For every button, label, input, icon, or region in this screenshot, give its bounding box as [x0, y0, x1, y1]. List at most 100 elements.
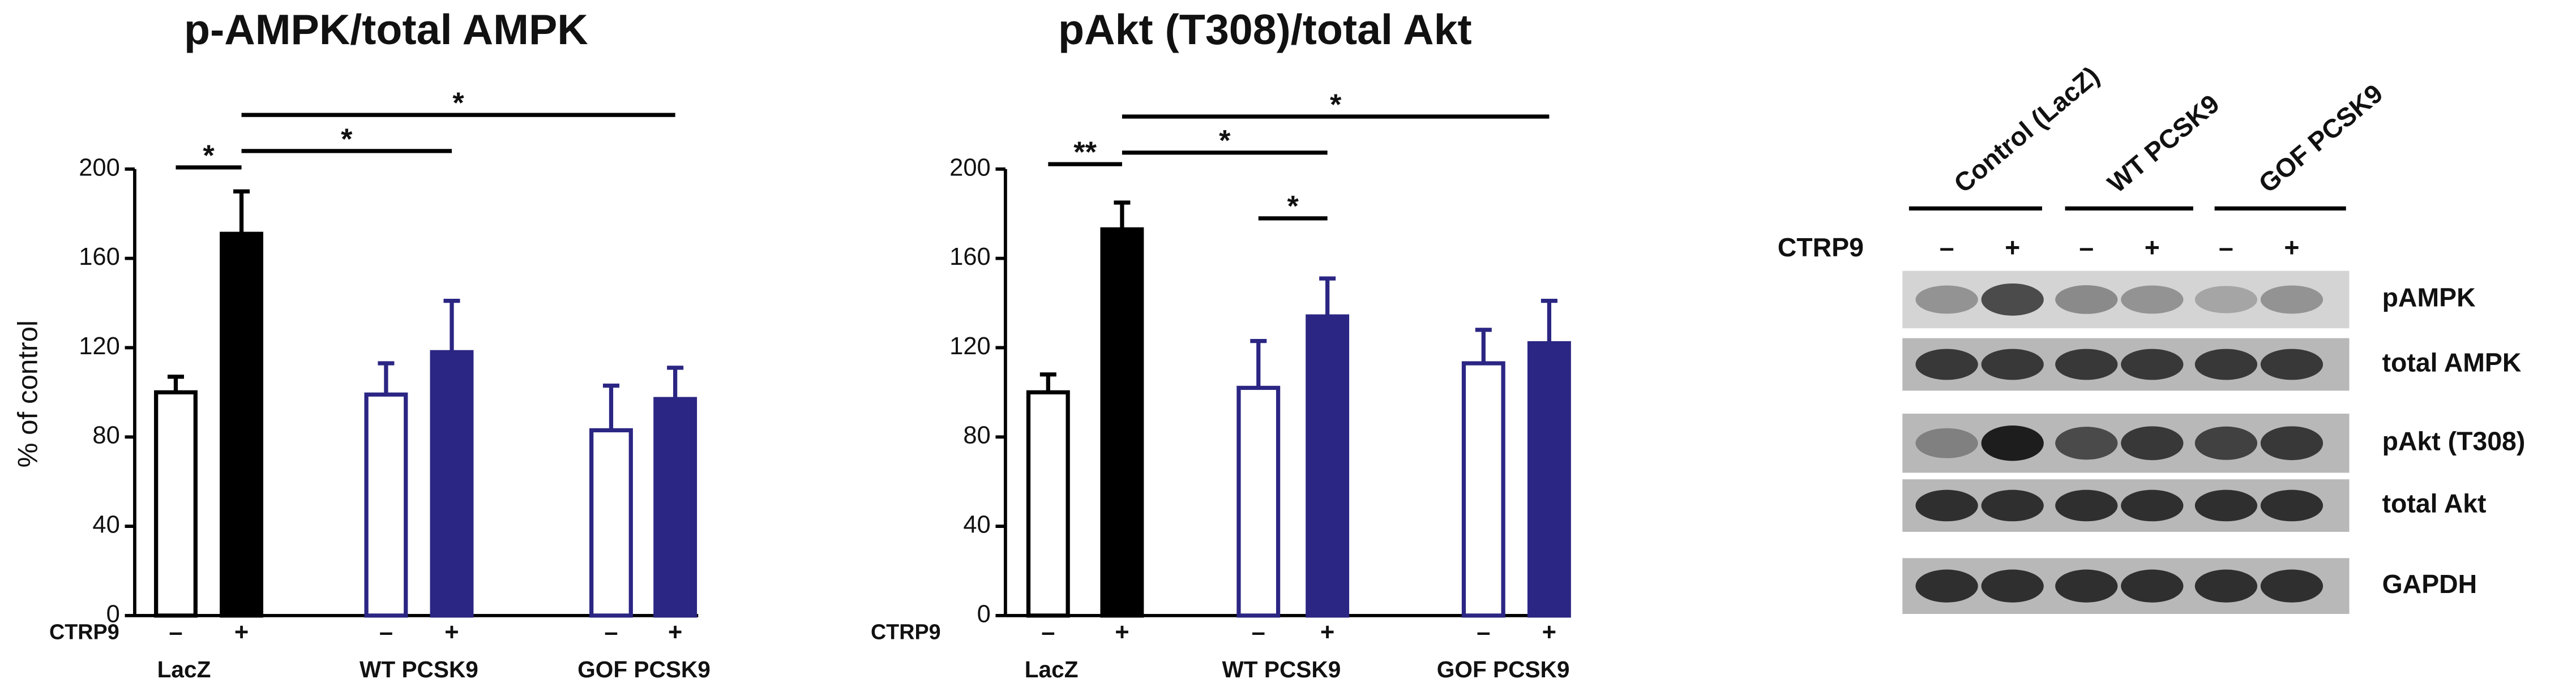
blot-group-label: Control (LacZ) [1948, 61, 2104, 199]
group-label: GOF PCSK9 [1437, 656, 1570, 682]
bar [154, 390, 198, 618]
x-tick-label: – [379, 618, 393, 646]
y-tick-label: 160 [79, 243, 120, 270]
y-tick-label: 200 [949, 154, 991, 181]
y-tick-label: 80 [92, 422, 119, 449]
significance-label: * [341, 123, 353, 156]
x-tick-label: – [169, 618, 182, 646]
blot-band [2260, 285, 2323, 314]
lane-label: + [2284, 233, 2299, 262]
blot-band [1915, 285, 1978, 314]
blot-band [2055, 569, 2118, 603]
bar [364, 392, 408, 618]
lane-label: + [2145, 233, 2160, 262]
blot-band [2121, 285, 2184, 314]
chart-title: p-AMPK/total AMPK [184, 6, 588, 53]
group-label: WT PCSK9 [1222, 656, 1341, 682]
blot-band [1981, 426, 2044, 461]
blot-row-label: pAMPK [2382, 283, 2476, 312]
blot-band [1915, 428, 1978, 458]
bar [1026, 390, 1070, 618]
y-tick-label: 120 [949, 333, 991, 360]
blot-band [1915, 569, 1978, 603]
blot-band [2260, 489, 2323, 522]
significance-label: * [1330, 88, 1342, 121]
group-label: WT PCSK9 [360, 656, 478, 682]
bar [653, 397, 698, 618]
bar [1100, 227, 1144, 618]
blot-band [2121, 349, 2184, 380]
group-label: LacZ [157, 656, 211, 682]
blot-band [2055, 349, 2118, 380]
bar [1461, 361, 1505, 618]
lane-label: – [2079, 233, 2094, 262]
y-tick-label: 40 [963, 512, 990, 539]
x-tick-label: + [234, 618, 249, 646]
blot-band [1981, 283, 2044, 316]
significance-label: * [1287, 190, 1299, 223]
x-tick-label: + [1542, 618, 1556, 646]
x-tick-label: – [604, 618, 618, 646]
y-tick-label: 80 [963, 422, 990, 449]
blot-band [2121, 569, 2184, 603]
y-tick-label: 0 [977, 600, 991, 628]
chart-title: pAkt (T308)/total Akt [1058, 6, 1472, 53]
x-tick-label: + [1320, 618, 1334, 646]
blot-band [2260, 426, 2323, 461]
blot-band [2194, 569, 2258, 603]
y-tick-label: 0 [106, 600, 120, 628]
blot-band [2194, 349, 2258, 380]
lane-label: – [1940, 233, 1954, 262]
bar [220, 231, 264, 618]
x-tick-label: – [1041, 618, 1055, 646]
significance-label: * [452, 87, 464, 119]
blot-band [2055, 489, 2118, 522]
blot-band [2055, 285, 2118, 314]
blot-band [1981, 349, 2044, 380]
lane-label: + [2005, 233, 2020, 262]
group-label: LacZ [1025, 656, 1079, 682]
y-tick-label: 120 [79, 333, 120, 360]
significance-label: * [1219, 124, 1231, 157]
x-tick-label: – [1477, 618, 1490, 646]
blot-band [2194, 426, 2258, 460]
blot-band [1915, 489, 1978, 522]
y-tick-label: 160 [949, 243, 991, 270]
blot-row-label: total Akt [2382, 489, 2487, 518]
blot-row-label: GAPDH [2382, 569, 2477, 599]
x-tick-label: + [1115, 618, 1129, 646]
blot-row-label: total AMPK [2382, 347, 2522, 377]
blot-band [1981, 489, 2044, 522]
significance-label: * [203, 139, 215, 172]
blot-band [2194, 286, 2258, 313]
bar [1527, 341, 1571, 618]
bar [1236, 385, 1281, 618]
y-tick-label: 40 [92, 512, 119, 539]
blot-band [2055, 427, 2118, 460]
blot-factor-label: CTRP9 [1778, 233, 1864, 262]
bar [430, 350, 474, 618]
factor-label: CTRP9 [871, 620, 941, 644]
blot-band [1915, 349, 1978, 380]
group-label: GOF PCSK9 [577, 656, 711, 682]
y-tick-label: 200 [79, 154, 120, 181]
blot-band [1981, 569, 2044, 603]
bar [1306, 314, 1350, 618]
x-tick-label: + [668, 618, 682, 646]
blot-band [2121, 489, 2184, 522]
blot-group-label: WT PCSK9 [2102, 89, 2225, 199]
factor-label: CTRP9 [49, 620, 119, 644]
blot-row-label: pAkt (T308) [2382, 427, 2526, 456]
blot-band [2194, 489, 2258, 522]
y-axis-label: % of control [12, 320, 43, 467]
blot-group-label: GOF PCSK9 [2253, 78, 2389, 198]
x-tick-label: – [1252, 618, 1265, 646]
blot-band [2260, 569, 2323, 603]
x-tick-label: + [444, 618, 459, 646]
significance-label: ** [1073, 136, 1097, 169]
blot-band [2260, 349, 2323, 380]
blot-band [2121, 426, 2184, 461]
bar [589, 428, 633, 618]
lane-label: – [2219, 233, 2233, 262]
